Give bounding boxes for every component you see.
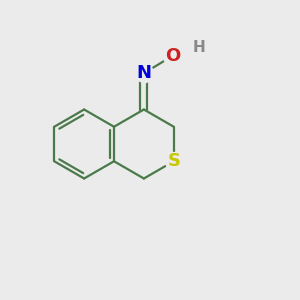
Text: S: S	[167, 152, 180, 170]
Text: H: H	[193, 40, 206, 55]
Text: N: N	[136, 64, 152, 82]
Text: O: O	[165, 47, 180, 65]
